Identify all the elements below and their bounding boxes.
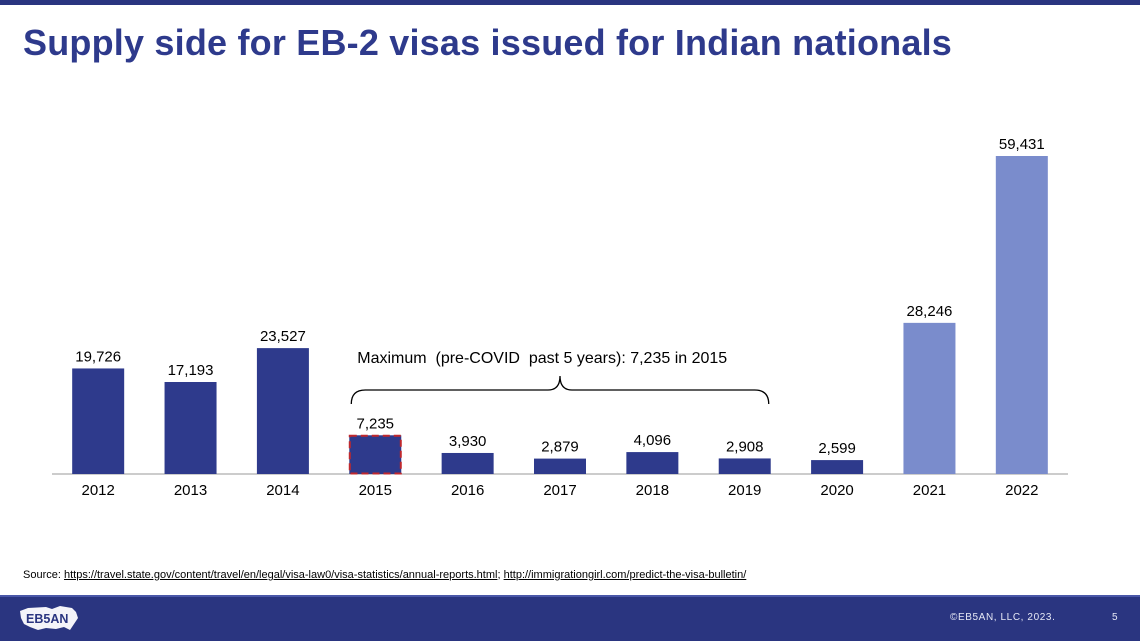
tick-label-2018: 2018 bbox=[636, 482, 669, 499]
footer-bar: EB5AN ©EB5AN, LLC, 2023. 5 bbox=[0, 595, 1140, 641]
source-link-immigrationgirl[interactable]: http://immigrationgirl.com/predict-the-v… bbox=[503, 569, 747, 581]
bar-2017 bbox=[534, 458, 586, 474]
tick-label-2012: 2012 bbox=[81, 482, 114, 499]
annotation-brace bbox=[350, 375, 770, 405]
eb5an-logo: EB5AN bbox=[20, 606, 78, 630]
data-label-2021: 28,246 bbox=[907, 303, 953, 320]
data-label-2022: 59,431 bbox=[999, 136, 1045, 153]
bar-2012 bbox=[72, 368, 125, 474]
data-label-2015: 7,235 bbox=[356, 415, 394, 432]
source-link-state-gov[interactable]: https://travel.state.gov/content/travel/… bbox=[63, 569, 498, 581]
bar-highlight-2015 bbox=[348, 434, 402, 475]
tick-label-2013: 2013 bbox=[174, 482, 207, 499]
top-rule bbox=[0, 0, 1140, 5]
bar-2016 bbox=[441, 452, 494, 474]
bar-2013 bbox=[164, 382, 217, 474]
data-label-2016: 3,930 bbox=[449, 433, 487, 450]
bar-2019 bbox=[718, 458, 771, 474]
data-label-2019: 2,908 bbox=[726, 438, 764, 455]
bar-2015 bbox=[349, 435, 402, 474]
source-note: Source: https://travel.state.gov/content… bbox=[23, 569, 746, 581]
data-label-2012: 19,726 bbox=[75, 348, 121, 365]
source-label: Source: bbox=[23, 569, 61, 581]
tick-label-2022: 2022 bbox=[1005, 482, 1038, 499]
data-label-2018: 4,096 bbox=[634, 432, 672, 449]
tick-label-2014: 2014 bbox=[266, 482, 299, 499]
footer-divider bbox=[0, 595, 1140, 597]
bar-chart: 19,726 2012 17,193 2013 23,527 2014 7,235 2015 3… bbox=[52, 136, 1068, 499]
bar-2021 bbox=[903, 322, 956, 474]
data-label-2017: 2,879 bbox=[541, 439, 579, 456]
data-label-2020: 2,599 bbox=[818, 440, 856, 457]
tick-label-2021: 2021 bbox=[913, 482, 946, 499]
bar-2020 bbox=[811, 460, 864, 474]
copyright-text: ©EB5AN, LLC, 2023. bbox=[950, 612, 1056, 623]
tick-label-2017: 2017 bbox=[543, 482, 576, 499]
bar-2018 bbox=[626, 452, 679, 474]
annotation-text: Maximum (pre-COVID past 5 years): 7,235 … bbox=[357, 350, 727, 367]
bar-2014 bbox=[256, 348, 309, 474]
data-label-2014: 23,527 bbox=[260, 328, 306, 345]
logo-text: EB5AN bbox=[26, 612, 68, 626]
tick-label-2020: 2020 bbox=[820, 482, 853, 499]
data-label-2013: 17,193 bbox=[168, 362, 214, 379]
bar-2022 bbox=[995, 156, 1048, 474]
tick-label-2016: 2016 bbox=[451, 482, 484, 499]
page-title: Supply side for EB-2 visas issued for In… bbox=[23, 22, 953, 63]
source-separator: ; bbox=[497, 569, 501, 581]
tick-label-2015: 2015 bbox=[359, 482, 392, 499]
page-number: 5 bbox=[1112, 612, 1118, 623]
tick-label-2019: 2019 bbox=[728, 482, 761, 499]
